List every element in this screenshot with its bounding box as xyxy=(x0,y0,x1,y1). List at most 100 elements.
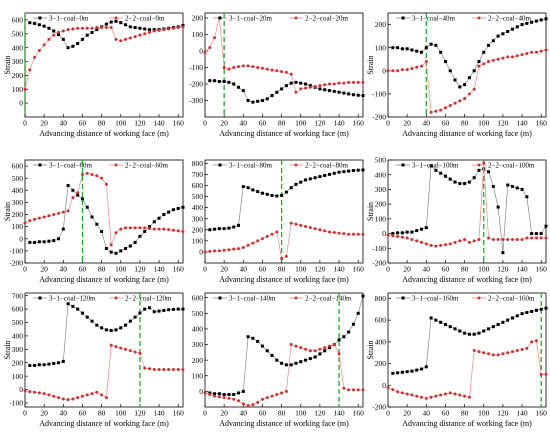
data-point xyxy=(71,304,75,308)
data-point xyxy=(415,49,419,53)
data-point xyxy=(323,83,327,87)
x-axis-label: Advancing distance of working face (m) xyxy=(219,275,349,284)
data-point xyxy=(506,183,510,187)
x-tick-label: 20 xyxy=(220,119,228,128)
y-axis-label: Strain xyxy=(366,340,375,359)
data-point xyxy=(544,306,548,310)
data-point xyxy=(147,225,151,229)
y-tick-label: 200 xyxy=(12,358,24,367)
data-point xyxy=(356,168,360,172)
data-point xyxy=(472,87,476,91)
data-point xyxy=(530,309,534,313)
data-point xyxy=(152,367,156,371)
data-point xyxy=(467,240,471,244)
data-point xyxy=(57,211,61,215)
y-tick-label: 0 xyxy=(382,229,386,238)
y-tick-label: 0 xyxy=(19,234,23,243)
data-point xyxy=(275,393,279,397)
data-point xyxy=(138,234,142,238)
data-point xyxy=(323,346,327,350)
data-point xyxy=(246,186,250,190)
data-point xyxy=(109,20,113,24)
x-tick-label: 60 xyxy=(259,409,267,418)
x-tick-label: 80 xyxy=(461,409,469,418)
x-tick-label: 80 xyxy=(98,265,106,274)
data-point xyxy=(429,110,433,114)
legend-marker xyxy=(401,296,405,300)
data-point xyxy=(448,242,452,246)
data-point xyxy=(313,227,317,231)
data-point xyxy=(237,391,241,395)
y-tick-label: 500 xyxy=(12,318,24,327)
y-tick-label: -100 xyxy=(372,89,386,98)
data-point xyxy=(332,231,336,235)
data-point xyxy=(472,332,476,336)
data-point xyxy=(95,323,99,327)
x-tick-label: 100 xyxy=(478,119,490,128)
data-point xyxy=(391,371,395,375)
data-point xyxy=(530,340,534,344)
x-tick-label: 120 xyxy=(497,409,509,418)
data-point xyxy=(114,231,118,235)
x-tick-label: 0 xyxy=(386,119,390,128)
plot-frame xyxy=(387,159,547,264)
data-point xyxy=(100,229,104,233)
data-point xyxy=(342,81,346,85)
data-point xyxy=(400,235,404,239)
x-axis-label: Advancing distance of working face (m) xyxy=(39,419,169,428)
data-point xyxy=(227,226,231,230)
data-point xyxy=(347,92,351,96)
data-point xyxy=(415,229,419,233)
data-point xyxy=(458,182,462,186)
data-point xyxy=(467,76,471,80)
data-point xyxy=(280,361,284,365)
data-point xyxy=(57,32,61,36)
data-point xyxy=(162,213,166,217)
data-point xyxy=(482,351,486,355)
data-point xyxy=(167,367,171,371)
data-point xyxy=(71,196,75,200)
data-point xyxy=(520,187,524,191)
x-tick-label: 120 xyxy=(134,409,146,418)
data-point xyxy=(124,226,128,230)
data-point xyxy=(429,316,433,320)
data-point xyxy=(410,237,414,241)
x-tick-label: 140 xyxy=(153,409,165,418)
data-point xyxy=(227,248,231,252)
data-point xyxy=(23,389,27,393)
data-point xyxy=(241,185,245,189)
data-point xyxy=(487,236,491,240)
data-point xyxy=(396,390,400,394)
data-point xyxy=(534,236,538,240)
data-point xyxy=(530,20,534,24)
x-tick-label: 0 xyxy=(203,119,207,128)
series-line xyxy=(387,162,546,247)
data-point xyxy=(463,331,467,335)
data-point xyxy=(482,167,486,171)
series-line xyxy=(24,26,184,90)
data-point xyxy=(299,81,303,85)
data-point xyxy=(467,92,471,96)
x-tick-label: 60 xyxy=(259,119,267,128)
data-point xyxy=(95,222,99,226)
y-axis-label: Strain xyxy=(3,202,12,221)
data-point xyxy=(539,307,543,311)
data-point xyxy=(128,226,132,230)
data-point xyxy=(232,247,236,251)
data-point xyxy=(458,85,462,89)
y-tick-label: 200 xyxy=(12,71,24,80)
x-tick-label: 20 xyxy=(40,265,48,274)
data-point xyxy=(37,391,41,395)
legend-marker xyxy=(401,163,405,167)
legend-label: 3−1−coal−80m xyxy=(229,162,273,170)
series-seam-3-1 xyxy=(391,164,548,255)
data-point xyxy=(327,346,331,350)
data-point xyxy=(119,39,123,43)
data-point xyxy=(539,232,543,236)
data-point xyxy=(147,30,151,34)
data-point xyxy=(128,36,132,40)
data-point xyxy=(294,222,298,226)
data-point xyxy=(284,389,288,393)
legend-marker xyxy=(294,163,298,167)
x-tick-label: 40 xyxy=(240,265,248,274)
